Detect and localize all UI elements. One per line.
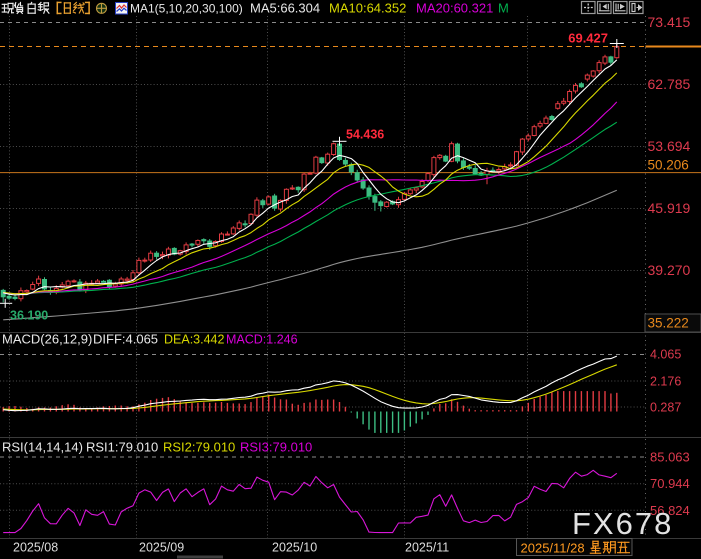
svg-text:2025/11: 2025/11 [405, 541, 449, 555]
svg-text:DEA:3.442: DEA:3.442 [164, 333, 225, 347]
svg-text:39.270: 39.270 [648, 262, 691, 278]
svg-text:36.190: 36.190 [10, 309, 48, 323]
svg-text:MACD(26,12,9): MACD(26,12,9) [2, 332, 92, 347]
svg-text:M: M [498, 1, 509, 16]
svg-text:62.785: 62.785 [648, 76, 691, 92]
svg-text:RSI3:79.010: RSI3:79.010 [240, 440, 312, 455]
svg-text:2025/10: 2025/10 [272, 541, 317, 555]
svg-text:4.065: 4.065 [650, 348, 681, 362]
svg-text:35.222: 35.222 [648, 316, 689, 331]
svg-text:RSI1:79.010: RSI1:79.010 [86, 440, 158, 455]
svg-text:RSI2:79.010: RSI2:79.010 [163, 440, 235, 455]
svg-text:2025/09: 2025/09 [139, 541, 184, 555]
svg-text:MA10:64.352: MA10:64.352 [329, 1, 406, 16]
svg-text:45.919: 45.919 [648, 200, 691, 216]
svg-text:MA1(5,10,20,30,100): MA1(5,10,20,30,100) [130, 2, 243, 16]
svg-text:FX678: FX678 [572, 506, 673, 541]
svg-text:RSI(14,14,14): RSI(14,14,14) [2, 440, 83, 455]
svg-text:2025/08: 2025/08 [13, 541, 58, 555]
svg-text:2025/11/28: 2025/11/28 [521, 541, 585, 556]
svg-text:MACD:1.246: MACD:1.246 [226, 333, 298, 347]
svg-text:69.427: 69.427 [568, 31, 608, 46]
svg-text:54.436: 54.436 [346, 128, 384, 142]
svg-text:0.287: 0.287 [650, 401, 681, 415]
svg-text:70.944: 70.944 [650, 476, 690, 491]
svg-text:DIFF:4.065: DIFF:4.065 [93, 332, 158, 347]
svg-text:2.176: 2.176 [650, 375, 681, 389]
svg-text:50.206: 50.206 [648, 158, 689, 173]
svg-text:56.824: 56.824 [650, 503, 690, 518]
svg-text:73.415: 73.415 [648, 14, 691, 30]
svg-text:85.063: 85.063 [650, 450, 690, 465]
svg-text:MA5:66.304: MA5:66.304 [250, 1, 320, 16]
svg-text:53.694: 53.694 [648, 138, 691, 154]
svg-text:MA20:60.321: MA20:60.321 [416, 1, 493, 16]
